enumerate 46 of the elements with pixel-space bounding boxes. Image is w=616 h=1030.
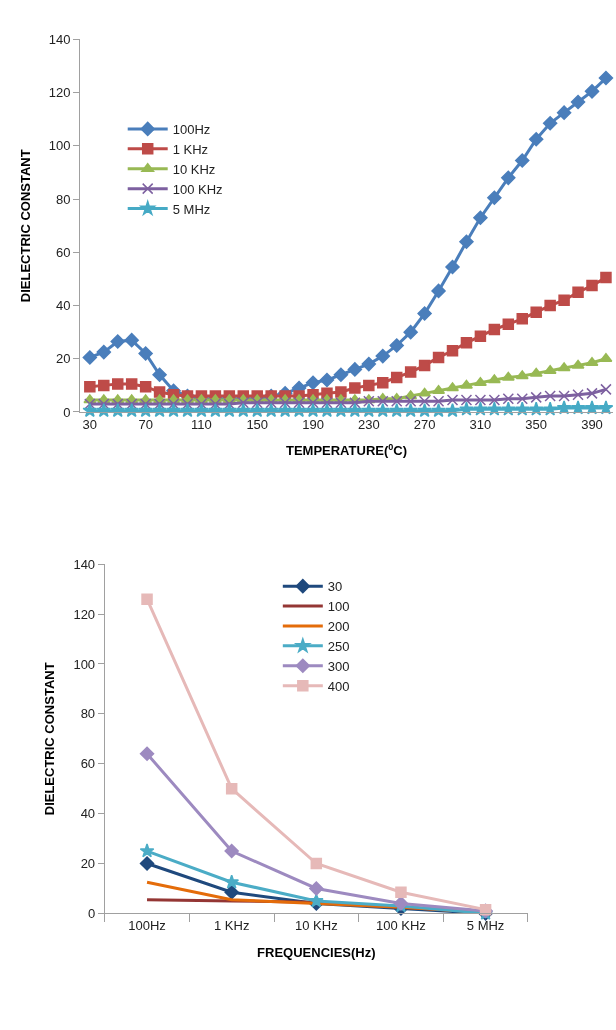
legend-label: 30	[327, 579, 343, 595]
legend-label: 10 KHz	[172, 161, 216, 177]
legend-label: 1 KHz	[172, 141, 209, 157]
x-tick-label: 1 KHz	[213, 917, 250, 933]
x-tick-label: 190	[302, 416, 324, 432]
y-tick-label: 20	[56, 351, 71, 367]
legend-label: 100	[327, 599, 350, 615]
x-tick-label: 230	[357, 416, 380, 432]
legend-label: 100Hz	[172, 122, 211, 137]
x-tick-label: 10 KHz	[295, 917, 338, 933]
legend-label: 200	[327, 619, 350, 635]
y-tick-label: 60	[56, 244, 71, 260]
x-axis-title: FREQUENCIES(Hz)	[257, 944, 376, 960]
x-tick-label: 270	[413, 416, 436, 432]
y-tick-label: 100	[73, 656, 96, 672]
x-tick-label: 390	[581, 416, 603, 432]
y-tick-label: 140	[73, 556, 96, 572]
x-tick-label: 150	[246, 416, 269, 432]
x-tick-label: 100Hz	[128, 917, 166, 933]
y-tick-label: 140	[48, 32, 71, 48]
x-tick-label: 70	[138, 416, 153, 432]
y-tick-label: 80	[80, 706, 96, 722]
y-axis-title: DIELECTRIC CONSTANT	[42, 662, 58, 816]
legend-label: 5 MHz	[172, 201, 211, 217]
x-tick-label: 310	[469, 416, 492, 432]
y-tick-label: 20	[80, 856, 96, 872]
y-tick-label: 120	[73, 606, 96, 622]
y-tick-label: 80	[56, 191, 71, 207]
x-tick-label: 5 MHz	[466, 917, 505, 933]
x-tick-label: 350	[525, 416, 548, 432]
y-tick-label: 0	[63, 404, 71, 420]
legend-label: 300	[327, 658, 350, 674]
x-tick-label: 30	[82, 416, 98, 432]
y-tick-label: 100	[48, 138, 71, 154]
y-tick-label: 120	[48, 85, 71, 101]
x-axis-title: TEMPERATURE($^{0}$C)	[285, 441, 408, 459]
legend-label: 400	[327, 678, 350, 694]
x-tick-label: 110	[191, 416, 212, 432]
y-axis-title: DIELECTRIC CONSTANT	[17, 149, 33, 303]
legend-label: 250	[327, 638, 350, 654]
legend-label: 100 KHz	[172, 181, 223, 197]
y-tick-label: 40	[56, 298, 71, 314]
y-tick-label: 60	[80, 756, 96, 772]
y-tick-label: 0	[87, 905, 96, 921]
y-tick-label: 40	[80, 806, 96, 822]
x-tick-label: 100 KHz	[376, 917, 426, 933]
